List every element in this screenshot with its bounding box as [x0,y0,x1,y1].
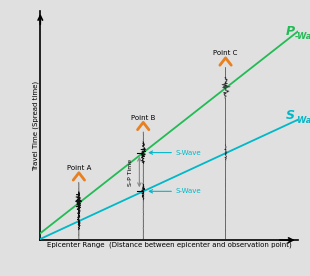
Text: P: P [286,25,295,38]
Text: S-Wave: S-Wave [175,150,201,156]
X-axis label: Epicenter Range  (Distance between epicenter and observation point): Epicenter Range (Distance between epicen… [46,242,291,248]
Text: S-P Time: S-P Time [128,158,133,185]
Text: S: S [286,109,295,122]
Text: Point B: Point B [131,115,155,121]
Text: -Wave: -Wave [294,31,310,41]
Text: Point C: Point C [213,50,238,56]
Text: S-Wave: S-Wave [175,188,201,194]
Text: -Wave: -Wave [294,116,310,125]
Y-axis label: Travel Time (Spread time): Travel Time (Spread time) [33,81,39,171]
Text: Point A: Point A [67,165,91,171]
